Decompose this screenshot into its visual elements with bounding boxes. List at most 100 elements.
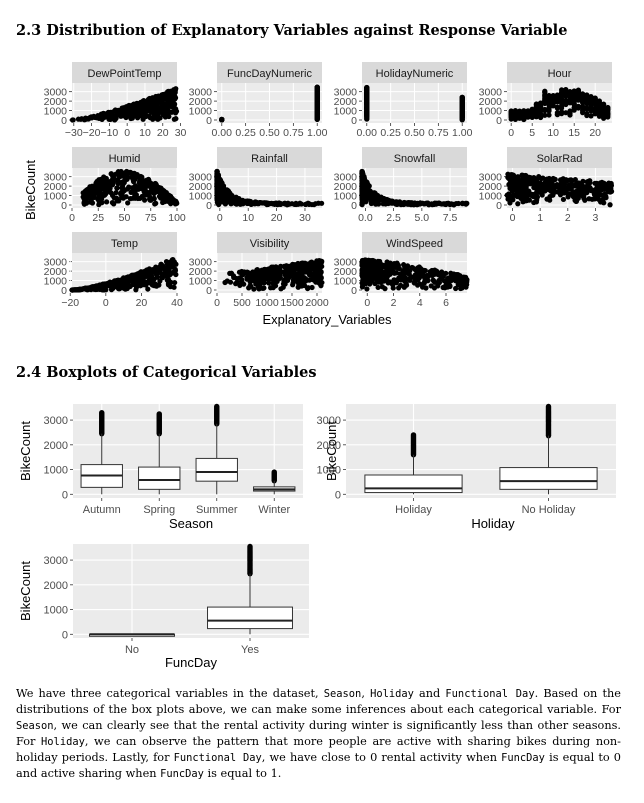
data-point [118,113,124,119]
data-point [152,107,158,113]
facet-strip [72,62,177,83]
x-axis-title: Season [169,516,213,531]
data-point [141,98,147,104]
data-point [157,99,163,106]
text-run: , [361,687,371,700]
facet-strip [217,62,322,83]
data-point [155,116,161,122]
tick-label-y: 1000 [44,605,68,617]
boxplot-season: 0 1000 2000 3000 Autumn Spring Summer Winter Sea… [18,403,303,531]
tick-label-y: 0 [61,115,67,127]
facet-strip-label: DewPointTemp [88,68,162,80]
tick-label-x: 0.75 [283,127,304,139]
outlier-point [410,432,417,438]
tick-label-y: 3000 [44,87,68,99]
x-axis-title: FuncDay [165,655,218,670]
code-term: Season [16,720,54,732]
data-point [170,99,176,105]
data-point [172,110,179,116]
tick-label-x: Summer [196,504,238,516]
data-point [132,107,138,114]
data-point [75,116,82,122]
tick-label-x: 30 [175,127,187,139]
y-axis-title: BikeCount [324,421,339,481]
code-term: Functional Day [445,688,535,700]
tick-label-x: −20 [83,127,101,139]
data-point [173,116,179,122]
outlier-point [247,543,253,550]
box [499,467,598,490]
outlier-point [214,403,220,410]
tick-label-x: Autumn [83,504,121,516]
data-point [153,97,159,104]
tick-label-x: Spring [143,504,175,516]
data-point [149,100,155,106]
tick-label-x: No [125,644,139,656]
outlier-point [99,409,105,416]
data-point [164,100,170,106]
body-paragraph: We have three categorical variables in t… [16,686,621,782]
data-point [119,105,125,111]
y-axis-title: BikeCount [18,421,33,481]
data-point [173,106,179,112]
tick-label-y: 3000 [189,87,213,99]
tick-label-x: 0.25 [235,127,256,139]
tick-label-y: 0 [62,629,68,641]
x-axis-title: Holiday [471,516,515,531]
tick-label-x: −30 [65,127,83,139]
section-heading-distribution: 2.3 Distribution of Explanatory Variable… [16,22,568,39]
tick-label-x: No Holiday [522,504,576,516]
tick-label-x: −10 [100,127,118,139]
data-point [141,108,147,114]
data-point [69,117,76,123]
data-point [114,108,120,114]
tick-label-x: 10 [139,127,151,139]
tick-label-y: 2000 [44,440,68,452]
tick-label-y: 2000 [44,580,68,592]
box [138,466,181,490]
code-term: Holiday [370,688,414,700]
tick-label-x: 1.00 [307,127,328,139]
data-point [171,91,177,97]
box [195,457,238,482]
tick-label-y: 0 [335,489,341,501]
box [207,606,293,630]
data-point [126,112,132,118]
tick-label-x: Winter [258,504,290,516]
code-term: Season [323,688,362,700]
tick-label-x: Holiday [395,504,432,516]
tick-label-x: 0.00 [212,127,233,139]
outlier-point [156,411,162,417]
tick-label-x: 0 [124,127,130,139]
data-point [148,109,154,115]
code-term: FuncDay [160,768,204,780]
outlier-point [545,403,552,410]
data-point [162,114,169,120]
code-term: FuncDay [501,752,545,764]
tick-label-y: 1000 [189,106,213,118]
data-point [156,109,162,116]
tick-label-x: Yes [241,644,259,656]
data-point [106,116,112,122]
boxplot-funcday: 0 1000 2000 3000 No Yes FuncDay BikeCount [18,543,309,670]
code-term: Holiday [41,736,85,748]
data-point [96,115,102,122]
data-point [173,86,179,92]
box [364,474,463,494]
data-point [124,104,130,110]
y-axis-title: BikeCount [18,561,33,621]
text-run: , we have close to 0 rental activity whe… [261,751,502,764]
data-point [159,92,165,98]
tick-label-y: 3000 [44,555,68,567]
boxplot-charts: 0 1000 2000 3000 Autumn Spring Summer Winter Sea… [18,403,616,670]
facet-strip-label: FuncDayNumeric [227,68,312,80]
data-point [81,117,88,123]
data-point [88,114,94,120]
data-point [130,113,136,119]
tick-label-y: 0 [62,489,68,501]
data-point [150,116,156,122]
